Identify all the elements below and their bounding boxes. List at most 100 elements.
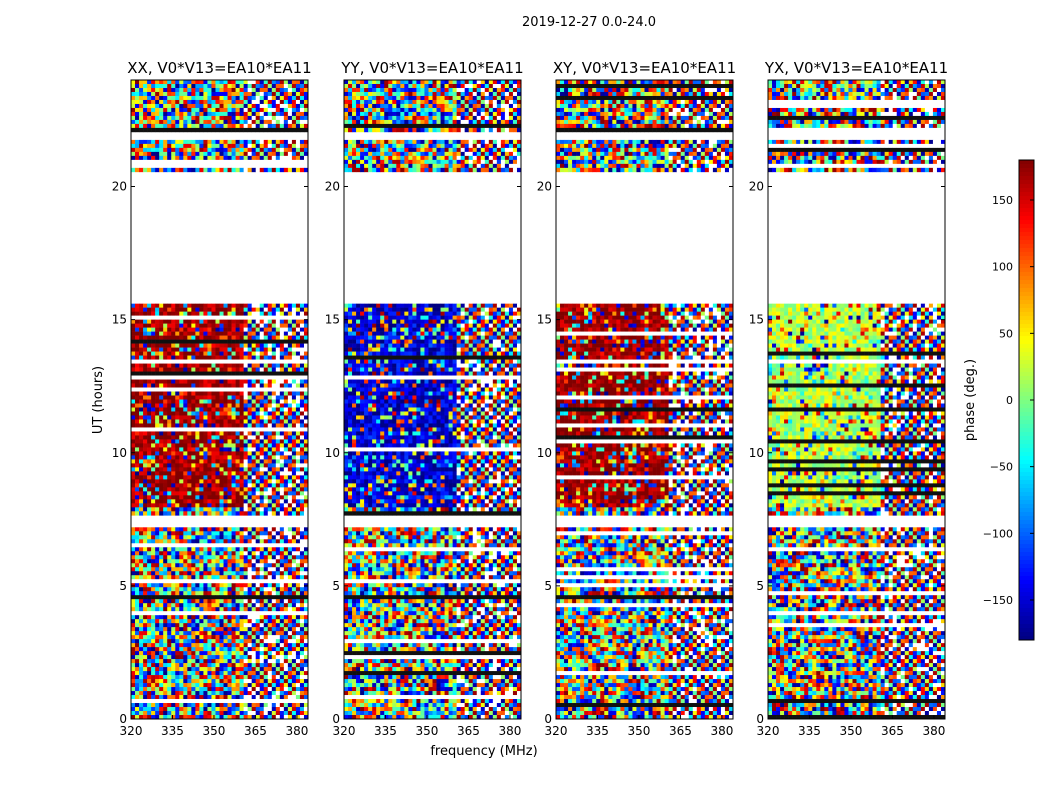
heatmap-cell [231,111,236,117]
heatmap-cell [267,351,273,356]
heatmap-cell [303,347,309,352]
heatmap-cell [131,303,136,308]
heatmap-cell [211,343,216,348]
heatmap-cell [199,571,204,576]
heatmap-cell [183,587,188,592]
heatmap-cell [135,543,140,548]
heatmap-cell [219,571,224,576]
heatmap-cell [163,595,168,600]
heatmap-cell [147,479,152,484]
heatmap-cell [131,427,136,432]
heatmap-cell [155,675,160,680]
heatmap-cell [247,379,252,384]
heatmap-cell [275,103,281,109]
heatmap-cell [151,527,156,532]
heatmap-cell [167,583,172,588]
heatmap-cell [151,611,156,616]
heatmap-cell [231,139,236,145]
heatmap-cell [303,659,309,664]
heatmap-cell [159,535,164,540]
heatmap-cell [263,391,269,396]
heatmap-cell [235,99,240,105]
heatmap-cell [251,487,256,492]
heatmap-cell [179,631,184,636]
heatmap-cell [219,619,224,624]
heatmap-cell [139,539,144,544]
heatmap-cell [271,651,277,656]
heatmap-cell [255,639,261,644]
heatmap-cell [211,419,216,424]
heatmap-cell [287,167,293,173]
heatmap-cell [167,351,172,356]
heatmap-cell [283,355,289,360]
heatmap-cell [143,399,148,404]
heatmap-cell [179,683,184,688]
heatmap-cell [171,615,176,620]
heatmap-cell [227,83,232,89]
heatmap-cell [295,423,301,428]
heatmap-cell [207,319,212,324]
heatmap-cell [215,167,220,173]
heatmap-cell [283,367,289,372]
heatmap-cell [255,671,261,676]
heatmap-cell [151,119,156,125]
heatmap-cell [283,527,289,532]
heatmap-cell [299,339,305,344]
heatmap-cell [263,167,269,173]
heatmap-cell [195,159,200,165]
heatmap-cell [179,347,184,352]
heatmap-cell [263,651,269,656]
heatmap-cell [163,495,168,500]
heatmap-cell [299,143,305,149]
heatmap-cell [303,591,309,596]
heatmap-cell [183,547,188,552]
heatmap-cell [255,539,261,544]
heatmap-cell [227,443,232,448]
heatmap-cell [255,303,261,308]
heatmap-cell [167,147,172,153]
heatmap-cell [147,359,152,364]
heatmap-cell [279,475,285,480]
heatmap-cell [283,679,289,684]
heatmap-cell [183,311,188,316]
heatmap-cell [251,551,256,556]
heatmap-cell [295,527,301,532]
heatmap-cell [175,559,180,564]
heatmap-cell [147,335,152,340]
heatmap-cell [223,327,228,332]
heatmap-cell [279,335,285,340]
heatmap-cell [203,431,208,436]
heatmap-cell [203,143,208,149]
heatmap-cell [179,507,184,512]
heatmap-cell [139,351,144,356]
heatmap-cell [167,587,172,592]
heatmap-cell [171,503,176,508]
heatmap-cell [251,419,256,424]
heatmap-cell [235,443,240,448]
heatmap-cell [199,479,204,484]
heatmap-cell [163,331,168,336]
heatmap-cell [183,155,188,161]
heatmap-cell [223,599,228,604]
heatmap-cell [243,507,248,512]
heatmap-cell [239,115,244,121]
heatmap-cell [207,571,212,576]
heatmap-cell [295,399,301,404]
heatmap-cell [203,363,208,368]
heatmap-cell [219,603,224,608]
heatmap-cell [299,627,305,632]
heatmap-cell [183,659,188,664]
heatmap-cell [275,639,281,644]
heatmap-cell [207,83,212,89]
heatmap-cell [199,627,204,632]
heatmap-cell [291,315,297,320]
heatmap-cell [219,87,224,93]
heatmap-cell [287,475,293,480]
heatmap-cell [139,527,144,532]
heatmap-cell [175,331,180,336]
heatmap-cell [207,163,212,169]
heatmap-cell [263,579,269,584]
heatmap-cell [263,95,269,101]
heatmap-cell [187,555,192,560]
heatmap-cell [211,99,216,105]
